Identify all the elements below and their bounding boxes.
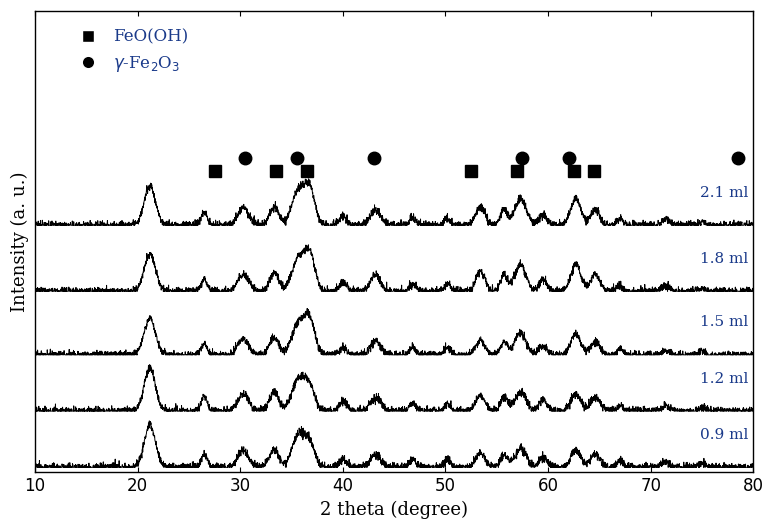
Text: 1.5 ml: 1.5 ml bbox=[700, 315, 748, 329]
X-axis label: 2 theta (degree): 2 theta (degree) bbox=[320, 501, 468, 519]
Text: 0.9 ml: 0.9 ml bbox=[700, 428, 748, 442]
Text: 2.1 ml: 2.1 ml bbox=[700, 186, 748, 200]
Text: 1.2 ml: 1.2 ml bbox=[700, 372, 748, 385]
Y-axis label: Intensity (a. u.): Intensity (a. u.) bbox=[11, 171, 29, 312]
Text: 1.8 ml: 1.8 ml bbox=[700, 252, 748, 266]
Legend: FeO(OH), $\gamma$-Fe$_2$O$_3$: FeO(OH), $\gamma$-Fe$_2$O$_3$ bbox=[65, 22, 195, 81]
